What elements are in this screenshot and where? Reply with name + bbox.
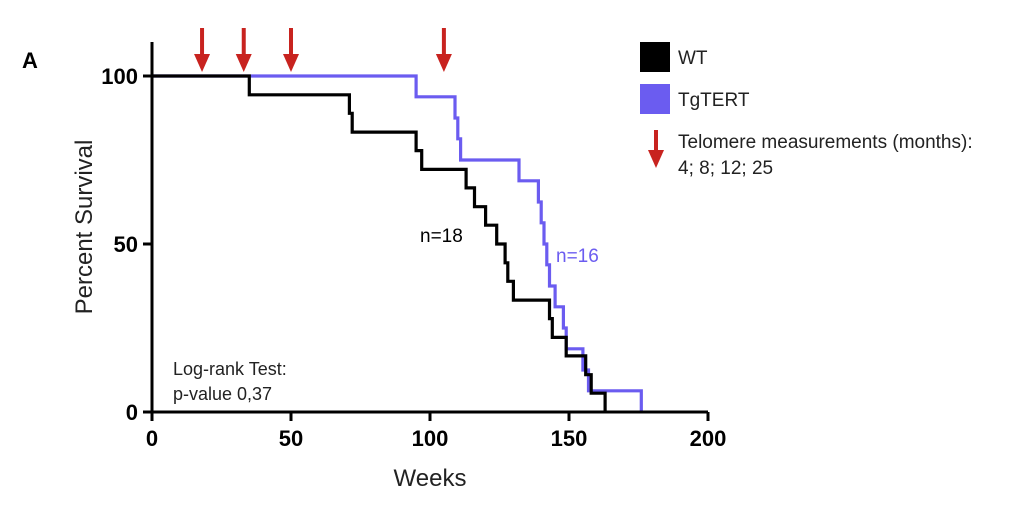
measurement-arrow-icon xyxy=(194,28,211,72)
axis-ticks: 0 50 100 150 200 0 50 100 xyxy=(101,64,726,451)
tgtert-n-label: n=16 xyxy=(556,246,599,267)
y-tick-label: 0 xyxy=(126,400,138,425)
x-tick-label: 150 xyxy=(551,426,588,451)
legend-arrow-label-line2: 4; 8; 12; 25 xyxy=(678,158,773,179)
y-tick-label: 50 xyxy=(114,232,138,257)
logrank-title: Log-rank Test: xyxy=(173,359,287,379)
tgtert-survival-line xyxy=(152,74,643,412)
x-axis-title: Weeks xyxy=(394,465,467,492)
logrank-pvalue: p-value 0,37 xyxy=(173,384,272,404)
measurement-arrow-icon xyxy=(283,28,299,72)
legend-swatch-wt xyxy=(640,42,670,72)
x-tick-label: 100 xyxy=(412,426,449,451)
y-axis-title: Percent Survival xyxy=(71,140,98,315)
wt-survival-line xyxy=(152,74,607,412)
legend-label-wt: WT xyxy=(678,48,708,69)
legend-arrow-icon xyxy=(648,130,664,168)
measurement-arrow-icon xyxy=(235,28,252,72)
legend-label-tgtert: TgTERT xyxy=(678,90,750,111)
measurement-arrow-icon xyxy=(435,28,452,72)
wt-n-label: n=18 xyxy=(420,226,463,247)
legend-swatch-tgtert xyxy=(640,84,670,114)
x-tick-label: 50 xyxy=(279,426,303,451)
legend: WT TgTERT Telomere measurements (months)… xyxy=(640,42,973,179)
measurement-arrows xyxy=(194,28,452,72)
plot-area xyxy=(152,74,643,412)
y-tick-label: 100 xyxy=(101,64,138,89)
x-tick-label: 0 xyxy=(146,426,158,451)
panel-label: A xyxy=(22,48,38,73)
x-tick-label: 200 xyxy=(690,426,727,451)
legend-arrow-label-line1: Telomere measurements (months): xyxy=(678,132,973,153)
